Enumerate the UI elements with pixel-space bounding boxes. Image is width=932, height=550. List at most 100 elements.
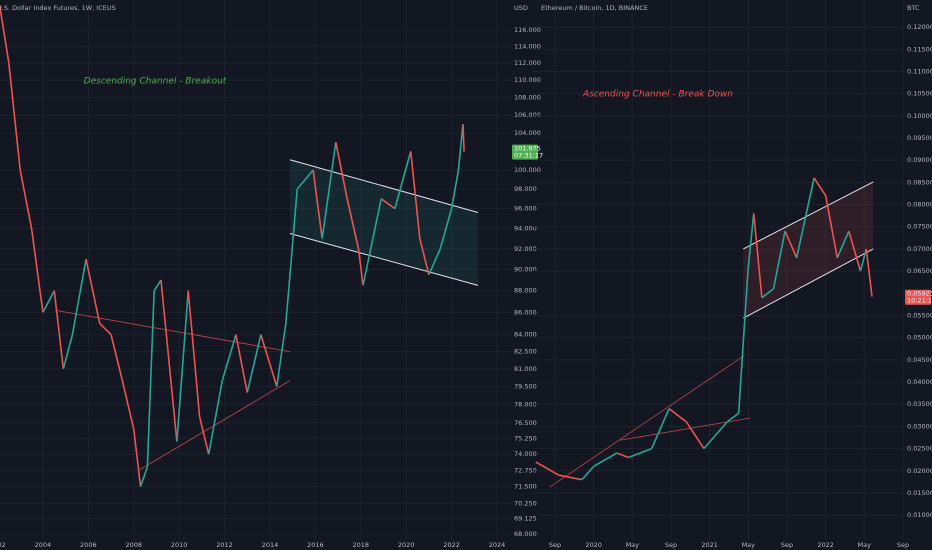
price-segment: [8, 63, 22, 171]
price-segment: [42, 290, 55, 313]
price-segment: [99, 322, 112, 336]
price-segment: [285, 189, 299, 324]
price-segment: [795, 177, 815, 258]
chart-title: Ethereum / Bitcoin, 1D, BINANCE: [541, 4, 648, 12]
price-segment: [450, 169, 460, 209]
price-segment: [296, 169, 314, 190]
price-segment: [409, 151, 421, 239]
price-segment: [616, 452, 629, 459]
x-tick-label: 2012: [216, 541, 233, 549]
y-tick-label: 78.000: [514, 401, 537, 409]
channel-line: [289, 159, 479, 214]
price-segment: [357, 248, 364, 286]
y-tick-label: 96.000: [514, 205, 537, 213]
y-tick-label: 104.000: [514, 129, 541, 137]
price-segment: [685, 421, 705, 450]
price-segment: [380, 198, 396, 210]
channel-fill: [289, 159, 478, 286]
x-tick-label: 2006: [80, 541, 97, 549]
price-segment: [457, 123, 464, 171]
price-segment: [132, 428, 142, 487]
y-tick-label: 82.500: [514, 348, 537, 356]
price-segment: [312, 169, 323, 239]
y-tick-label: 68.000: [514, 530, 537, 538]
price-segment: [848, 230, 862, 272]
price-segment: [535, 461, 560, 476]
trend-line: [54, 309, 291, 353]
trend-line: [549, 355, 745, 488]
price-segment: [110, 334, 124, 381]
y-tick-label: 112.000: [514, 59, 541, 67]
x-tick-label: Sep: [549, 541, 561, 549]
price-segment: [362, 198, 383, 286]
y-tick-label: 108.000: [514, 93, 541, 101]
price-segment: [747, 213, 755, 272]
y-tick-label: 70.250: [514, 499, 537, 507]
price-segment: [737, 271, 749, 414]
y-tick-label: 86.000: [514, 308, 537, 316]
x-tick-label: May: [742, 541, 756, 549]
y-tick-label: 69.125: [514, 515, 537, 523]
x-tick-label: May: [626, 541, 640, 549]
channel-line: [743, 248, 874, 319]
y-tick-label: 75.250: [514, 434, 537, 442]
price-segment: [836, 230, 850, 259]
price-segment: [428, 248, 441, 276]
price-segment: [558, 474, 583, 481]
price-segment: [176, 290, 190, 442]
price-segment: [668, 408, 687, 423]
chart-panel: 116.000 114.000 112.000 110.000 108.000 106.0…: [0, 0, 543, 549]
price-segment: [865, 248, 873, 297]
y-axis-unit: USD: [514, 4, 528, 12]
x-tick-label: 2024: [489, 541, 506, 549]
trend-line: [139, 380, 291, 470]
x-tick-label: 2022: [817, 541, 834, 549]
price-segment: [335, 142, 348, 199]
x-tick-label: 2010: [171, 541, 188, 549]
countdown-label: 07:31:17: [514, 152, 543, 160]
y-tick-label: 0.010000: [907, 511, 932, 519]
y-tick-label: 84.000: [514, 331, 537, 339]
y-tick-label: 81.000: [514, 365, 537, 373]
price-segment: [394, 151, 412, 209]
y-tick-label: 74.000: [514, 450, 537, 458]
price-segment: [714, 421, 728, 436]
x-tick-label: 2018: [353, 541, 370, 549]
price-segment: [439, 208, 453, 249]
price-segment: [462, 124, 465, 152]
y-tick-label: 98.000: [514, 185, 537, 193]
plot-area: [533, 0, 905, 540]
price-segment: [581, 465, 595, 481]
price-segment: [198, 416, 210, 455]
x-tick-label: 2008: [125, 541, 142, 549]
x-tick-label: 2016: [307, 541, 324, 549]
y-tick-label: 110.000: [514, 76, 541, 84]
price-segment: [53, 290, 65, 370]
y-tick-label: 106.000: [514, 111, 541, 119]
y-tick-label: 90.000: [514, 266, 537, 274]
price-segment: [346, 198, 360, 249]
price-segment: [207, 380, 224, 455]
price-segment: [121, 380, 135, 430]
price-segment: [275, 323, 287, 387]
price-segment: [160, 279, 178, 442]
price-segment: [650, 408, 670, 449]
last-price-label: 101.975: [514, 145, 541, 153]
price-segment: [260, 334, 278, 387]
x-tick-label: May: [858, 541, 872, 549]
y-tick-label: 100.000: [514, 166, 541, 174]
x-tick-label: 2020: [398, 541, 415, 549]
